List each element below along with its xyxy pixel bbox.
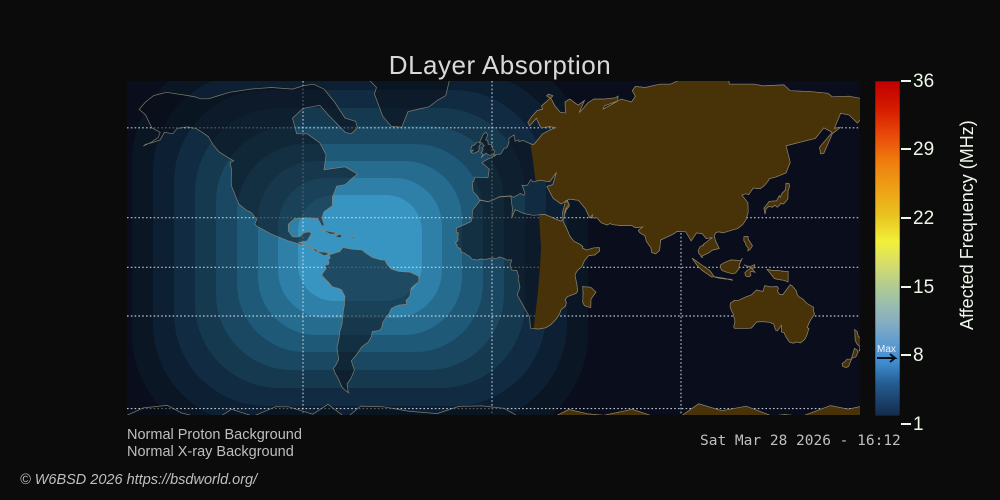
svg-text:Max: Max xyxy=(877,344,896,355)
